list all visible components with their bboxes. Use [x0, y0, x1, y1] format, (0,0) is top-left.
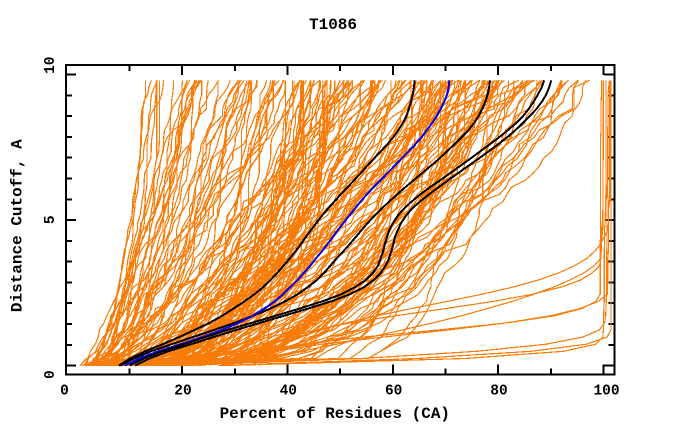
svg-text:T1086: T1086	[309, 16, 357, 34]
svg-text:Percent of Residues (CA): Percent of Residues (CA)	[220, 405, 450, 423]
svg-text:Distance Cutoff, A: Distance Cutoff, A	[9, 139, 27, 312]
svg-text:20: 20	[174, 384, 191, 400]
svg-text:0: 0	[43, 370, 59, 379]
svg-text:80: 80	[490, 384, 507, 400]
svg-text:60: 60	[385, 384, 402, 400]
svg-text:5: 5	[43, 215, 59, 224]
svg-text:100: 100	[593, 384, 619, 400]
svg-text:0: 0	[60, 384, 69, 400]
svg-text:10: 10	[43, 56, 59, 73]
svg-text:40: 40	[280, 384, 297, 400]
